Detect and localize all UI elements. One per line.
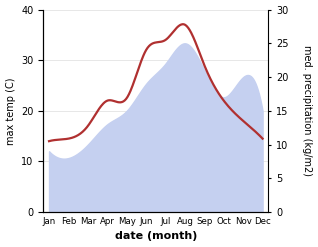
Y-axis label: max temp (C): max temp (C): [5, 77, 16, 144]
X-axis label: date (month): date (month): [114, 231, 197, 242]
Y-axis label: med. precipitation (kg/m2): med. precipitation (kg/m2): [302, 45, 313, 176]
